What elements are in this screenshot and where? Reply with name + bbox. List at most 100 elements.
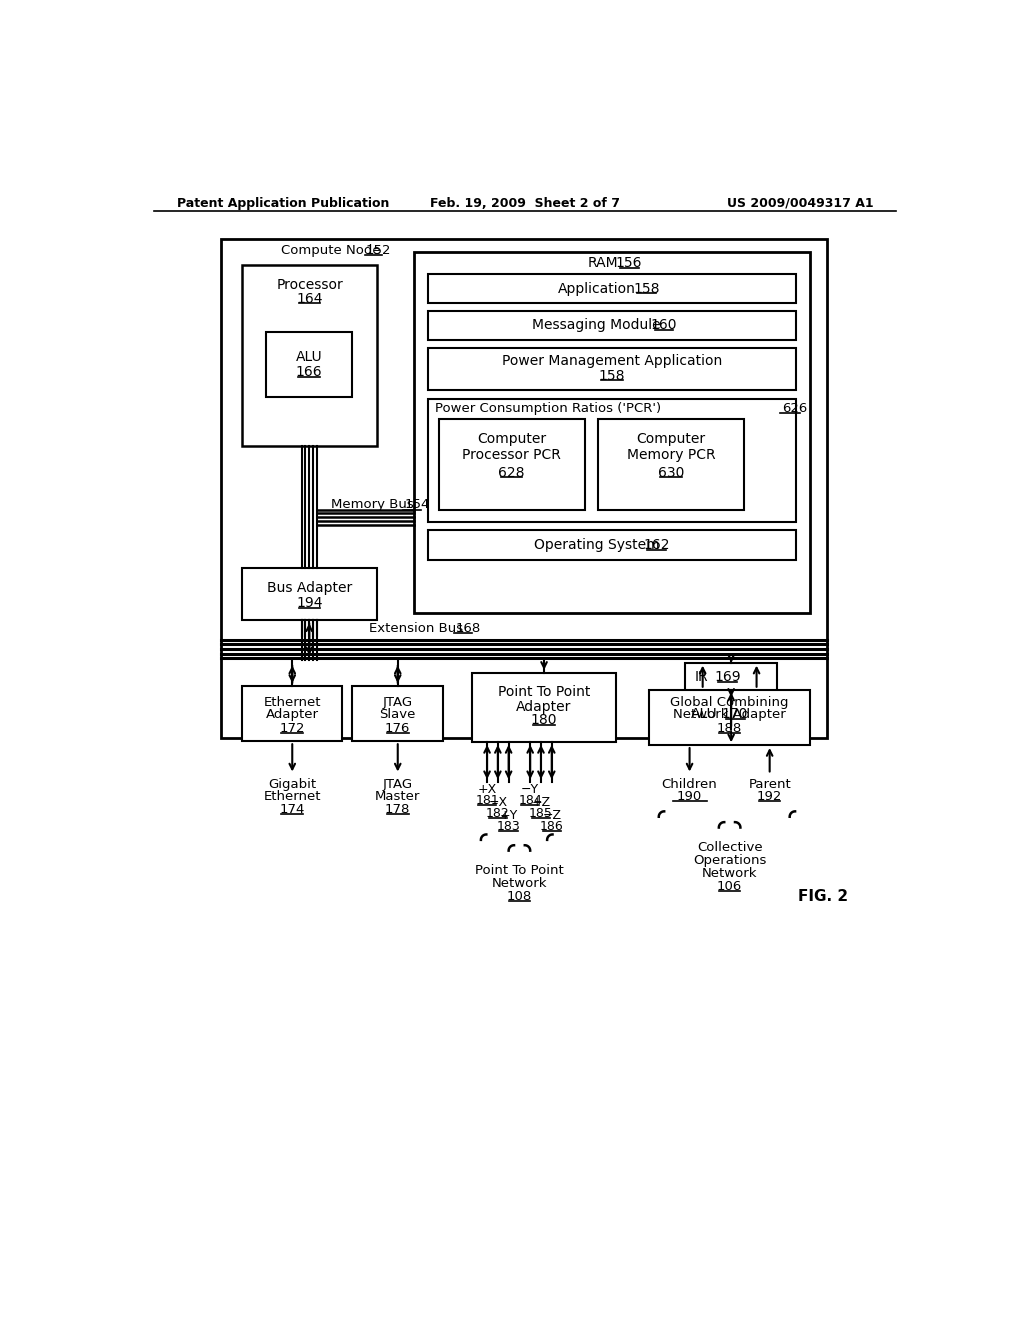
Text: 158: 158 — [633, 281, 659, 296]
Text: Point To Point: Point To Point — [475, 865, 564, 878]
Text: 172: 172 — [280, 722, 305, 735]
Text: 194: 194 — [296, 597, 323, 610]
Text: Processor: Processor — [276, 279, 343, 293]
Text: Application: Application — [557, 281, 635, 296]
Text: 170: 170 — [722, 708, 749, 721]
Text: Operating System: Operating System — [534, 539, 659, 552]
Bar — [685, 700, 777, 729]
Text: 152: 152 — [366, 244, 391, 257]
Text: 108: 108 — [507, 890, 532, 903]
Text: +Y: +Y — [500, 809, 518, 822]
Text: Patent Application Publication: Patent Application Publication — [177, 197, 389, 210]
Text: FIG. 2: FIG. 2 — [799, 888, 849, 904]
Text: Slave: Slave — [380, 708, 416, 721]
Bar — [252, 257, 386, 438]
Bar — [221, 239, 826, 738]
Text: JTAG: JTAG — [383, 777, 413, 791]
Bar — [685, 663, 777, 692]
Text: IR: IR — [695, 671, 709, 684]
Text: Ethernet: Ethernet — [263, 696, 321, 709]
Text: 156: 156 — [615, 256, 642, 271]
Text: 626: 626 — [782, 403, 807, 416]
Text: Adapter: Adapter — [266, 708, 318, 721]
Text: 174: 174 — [280, 804, 305, 816]
Text: Parent: Parent — [749, 777, 791, 791]
Text: Operations: Operations — [693, 854, 766, 867]
Text: US 2009/0049317 A1: US 2009/0049317 A1 — [727, 197, 873, 210]
Text: 182: 182 — [486, 807, 510, 820]
Text: Memory Bus: Memory Bus — [331, 499, 414, 511]
Text: −Z: −Z — [543, 809, 561, 822]
Text: 183: 183 — [497, 820, 520, 833]
Text: Adapter: Adapter — [516, 700, 571, 714]
Bar — [428, 312, 796, 341]
Text: Compute Node: Compute Node — [281, 244, 380, 257]
Text: Point To Point: Point To Point — [498, 685, 590, 700]
Text: −Y: −Y — [521, 783, 540, 796]
Bar — [243, 568, 377, 620]
Text: Collective: Collective — [696, 841, 763, 854]
Text: Master: Master — [375, 791, 421, 804]
Text: 190: 190 — [677, 791, 702, 804]
Text: Global Combining: Global Combining — [671, 696, 788, 709]
Text: +Z: +Z — [531, 796, 551, 809]
Text: Children: Children — [662, 777, 718, 791]
Bar — [428, 348, 796, 391]
Text: ALU: ALU — [691, 708, 718, 721]
Bar — [428, 275, 796, 304]
Bar — [247, 261, 382, 442]
Bar — [352, 686, 443, 742]
Text: 162: 162 — [643, 539, 670, 552]
Text: RAM: RAM — [587, 256, 617, 271]
Text: ALU: ALU — [296, 350, 323, 364]
Bar — [598, 418, 744, 510]
Text: Network: Network — [492, 878, 547, 890]
Text: 181: 181 — [475, 795, 499, 807]
Text: 178: 178 — [385, 804, 411, 816]
Text: 106: 106 — [717, 880, 742, 894]
Text: Feb. 19, 2009  Sheet 2 of 7: Feb. 19, 2009 Sheet 2 of 7 — [430, 197, 620, 210]
Text: 154: 154 — [404, 499, 430, 511]
Bar — [261, 249, 395, 430]
Text: Network: Network — [701, 867, 758, 880]
Bar — [414, 252, 810, 612]
Bar — [428, 399, 796, 521]
Text: 185: 185 — [529, 807, 553, 820]
Text: +X: +X — [477, 783, 497, 796]
Text: 176: 176 — [385, 722, 411, 735]
Text: −X: −X — [488, 796, 508, 809]
Text: 188: 188 — [717, 722, 742, 735]
Text: 628: 628 — [499, 466, 525, 479]
Text: Ethernet: Ethernet — [263, 791, 321, 804]
Text: 166: 166 — [296, 366, 323, 379]
Text: Processor PCR: Processor PCR — [462, 447, 561, 462]
Text: JTAG: JTAG — [383, 696, 413, 709]
Bar — [266, 331, 352, 397]
Text: 164: 164 — [296, 292, 323, 305]
Text: Computer: Computer — [637, 433, 706, 446]
Text: Computer: Computer — [477, 433, 546, 446]
Text: 180: 180 — [530, 714, 557, 727]
Bar — [256, 253, 391, 434]
Bar — [472, 673, 616, 742]
Bar — [428, 529, 796, 561]
Text: Memory PCR: Memory PCR — [627, 447, 716, 462]
Text: 169: 169 — [714, 671, 740, 684]
Text: 630: 630 — [657, 466, 684, 479]
Text: Network Adapter: Network Adapter — [673, 708, 786, 721]
Text: 192: 192 — [757, 791, 782, 804]
Text: Bus Adapter: Bus Adapter — [267, 581, 352, 595]
Text: 158: 158 — [599, 368, 625, 383]
Text: 160: 160 — [651, 318, 678, 333]
Text: 186: 186 — [540, 820, 563, 833]
Bar — [243, 686, 342, 742]
Text: Extension Bus: Extension Bus — [370, 622, 464, 635]
Bar — [649, 690, 810, 744]
Bar — [438, 418, 585, 510]
Text: Power Management Application: Power Management Application — [502, 354, 722, 368]
Text: Messaging Module: Messaging Module — [532, 318, 660, 333]
Text: Gigabit: Gigabit — [268, 777, 316, 791]
Text: Power Consumption Ratios ('PCR'): Power Consumption Ratios ('PCR') — [435, 403, 662, 416]
Text: 184: 184 — [518, 795, 542, 807]
Text: 168: 168 — [456, 622, 480, 635]
